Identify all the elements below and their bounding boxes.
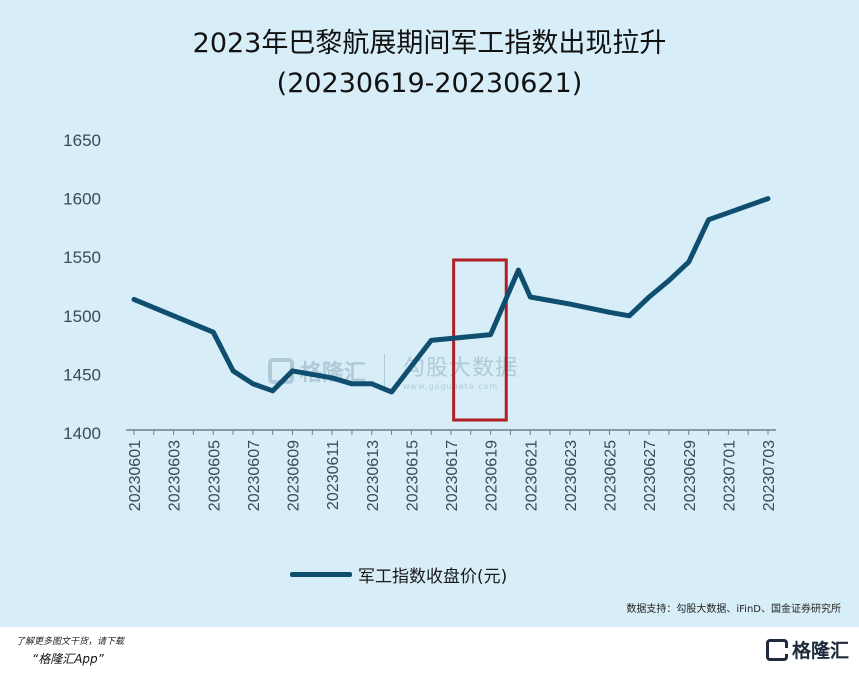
x-tick-label: 20230619 bbox=[484, 440, 501, 511]
x-axis-labels: 20230601 20230603 20230605 20230607 20230609… bbox=[127, 440, 778, 511]
source-note: 数据支持：勾股大数据、iFinD、国金证券研究所 bbox=[626, 604, 841, 615]
watermark-brand: 勾股大数据 bbox=[403, 356, 519, 381]
x-tick-label: 20230617 bbox=[444, 440, 461, 511]
legend-label: 军工指数收盘价(元) bbox=[358, 566, 508, 587]
y-tick-label: 1450 bbox=[63, 365, 101, 384]
brand-logo: 格隆汇 bbox=[765, 636, 849, 663]
x-tick-label: 20230625 bbox=[603, 440, 620, 511]
y-tick-label: 1400 bbox=[63, 424, 101, 443]
series-line bbox=[131, 196, 771, 395]
x-tick-label: 20230609 bbox=[286, 440, 303, 511]
x-tick-label: 20230607 bbox=[246, 440, 263, 511]
x-tick-label: 20230623 bbox=[563, 440, 580, 511]
x-tick-label: 20230603 bbox=[167, 440, 184, 511]
x-tick-label: 20230621 bbox=[523, 440, 540, 511]
footer-app: “格隆汇App” bbox=[32, 652, 104, 666]
x-tick-label: 20230629 bbox=[682, 440, 699, 511]
chart-title: 2023年巴黎航展期间军工指数出现拉升 (20230619-20230621) bbox=[0, 24, 859, 104]
watermark-url: www.gogudata.com bbox=[403, 382, 499, 391]
watermark-divider bbox=[384, 353, 386, 388]
x-axis-ticks bbox=[133, 430, 769, 435]
x-tick-label: 20230615 bbox=[404, 440, 421, 511]
brand-logo-name: 格隆汇 bbox=[791, 640, 849, 662]
chart-title-line2: (20230619-20230621) bbox=[276, 68, 583, 99]
y-tick-label: 1550 bbox=[63, 248, 101, 267]
series-layer bbox=[131, 196, 771, 395]
footer-note: 了解更多图文干货，请下载 bbox=[16, 637, 125, 647]
brand-logo-icon bbox=[765, 638, 788, 661]
highlight-box bbox=[452, 258, 508, 422]
legend: 军工指数收盘价(元) bbox=[290, 562, 508, 587]
x-tick-label: 20230605 bbox=[206, 440, 223, 511]
chart-title-line1: 2023年巴黎航展期间军工指数出现拉升 bbox=[192, 28, 667, 59]
x-tick-label: 20230627 bbox=[642, 440, 659, 511]
y-axis-labels: 1400 1450 1500 1550 1600 1650 bbox=[63, 131, 101, 443]
x-tick-label: 20230613 bbox=[365, 440, 382, 511]
watermark: 格隆汇 勾股大数据 www.gogudata.com bbox=[268, 350, 518, 391]
x-tick-label: 20230701 bbox=[721, 440, 738, 511]
y-tick-label: 1650 bbox=[63, 131, 101, 150]
x-tick-label: 20230611 bbox=[325, 440, 342, 510]
chart-card bbox=[0, 0, 859, 627]
y-tick-label: 1500 bbox=[63, 307, 101, 326]
x-tick-label: 20230703 bbox=[761, 440, 778, 511]
y-tick-label: 1600 bbox=[63, 190, 101, 209]
legend-swatch bbox=[290, 571, 352, 577]
x-tick-label: 20230601 bbox=[127, 440, 144, 511]
